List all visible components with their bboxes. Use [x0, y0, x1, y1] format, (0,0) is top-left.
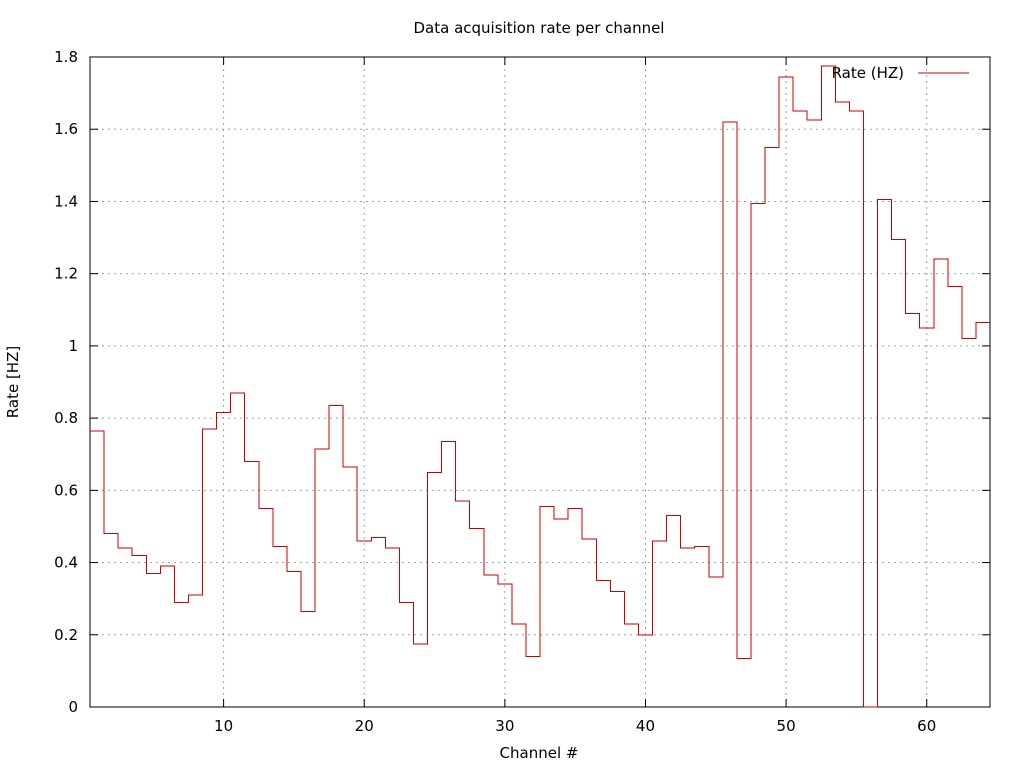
y-tick-label: 0.4	[54, 554, 78, 572]
y-tick-label: 1.4	[54, 192, 78, 210]
y-tick-label: 1.8	[54, 48, 78, 66]
y-tick-label: 1	[68, 337, 78, 355]
x-tick-label: 10	[214, 717, 233, 735]
series-layer	[90, 65, 990, 708]
y-tick-label: 0.6	[54, 481, 78, 499]
grid-layer	[90, 56, 990, 708]
chart-title: Data acquisition rate per channel	[414, 19, 665, 37]
x-tick-label: 50	[777, 717, 796, 735]
y-axis-label: Rate [HZ]	[4, 346, 22, 418]
legend: Rate (HZ)	[832, 64, 969, 82]
x-tick-label: 40	[636, 717, 655, 735]
y-tick-label: 1.6	[54, 120, 78, 138]
x-axis-label: Channel #	[500, 744, 579, 762]
plot-frame	[89, 56, 991, 708]
y-tick-label: 1.2	[54, 265, 78, 283]
x-tick-label: 60	[917, 717, 936, 735]
y-tick-label: 0.2	[54, 626, 78, 644]
rate-step-line	[90, 65, 990, 708]
x-tick-label: 30	[495, 717, 514, 735]
y-tick-label: 0.8	[54, 409, 78, 427]
legend-label: Rate (HZ)	[832, 64, 904, 82]
x-tick-label: 20	[355, 717, 374, 735]
axis-layer: 10 20 30 40 50 60 0 0.2 0.4 0.6 0.8 1 1.2 1.4 1.6 1.8	[54, 48, 991, 735]
y-tick-label: 0	[68, 698, 78, 716]
